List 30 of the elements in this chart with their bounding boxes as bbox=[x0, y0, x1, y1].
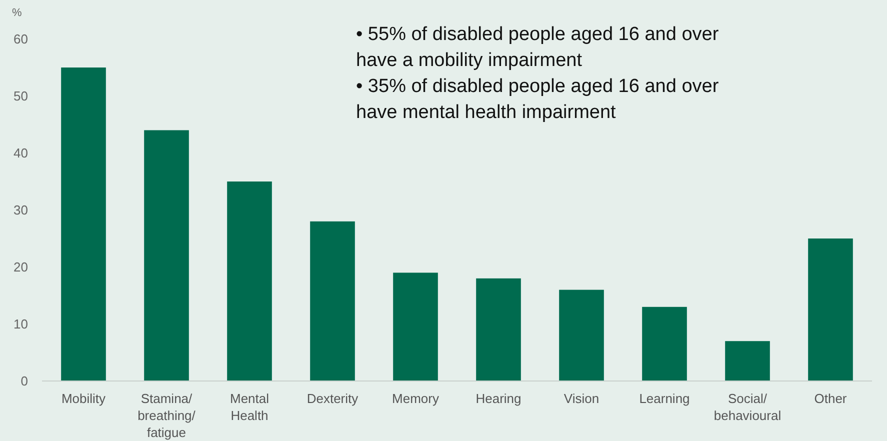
bar bbox=[144, 130, 189, 381]
x-tick-label: Dexterity bbox=[306, 391, 359, 406]
y-axis-title: % bbox=[12, 7, 22, 19]
x-tick-label: Other bbox=[814, 391, 848, 406]
y-tick-label: 50 bbox=[14, 88, 28, 104]
x-tick-label: Learning bbox=[639, 391, 690, 406]
y-tick-label: 40 bbox=[14, 146, 28, 161]
bar bbox=[725, 341, 770, 381]
x-tick-label: Memory bbox=[392, 391, 440, 406]
x-tick-label: Stamina/ breathing/ fatigue bbox=[138, 391, 196, 440]
y-tick-label: 20 bbox=[14, 260, 28, 275]
y-tick-label: 10 bbox=[14, 316, 28, 332]
bar bbox=[61, 68, 106, 381]
bar bbox=[642, 306, 687, 381]
y-tick-label: 60 bbox=[14, 32, 28, 47]
bar bbox=[476, 278, 521, 381]
x-tick-label: Mental Health bbox=[230, 391, 270, 423]
y-tick-label: 30 bbox=[14, 202, 28, 218]
y-tick-label: 0 bbox=[20, 374, 28, 389]
annotation: • 55% of disabled people aged 16 and over have a mobility impairment bbox=[356, 24, 720, 71]
bar bbox=[559, 290, 604, 381]
annotation: • 35% of disabled people aged 16 and over have mental health impairment bbox=[356, 76, 720, 123]
x-tick-label: Social/ behavioural bbox=[714, 391, 782, 423]
bar bbox=[227, 182, 272, 381]
bar bbox=[808, 238, 853, 381]
bar bbox=[310, 221, 355, 381]
x-tick-label: Hearing bbox=[476, 391, 522, 406]
bar bbox=[393, 272, 438, 381]
x-tick-label: Mobility bbox=[61, 391, 106, 406]
x-tick-label: Vision bbox=[564, 391, 600, 406]
